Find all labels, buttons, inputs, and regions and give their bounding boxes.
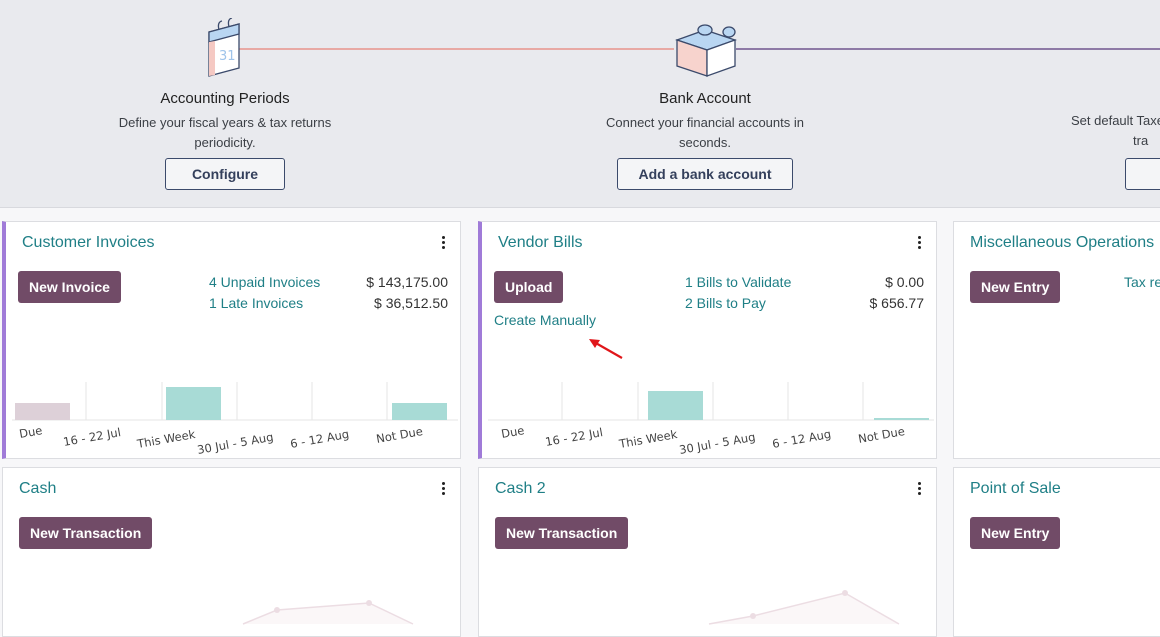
more-options-icon[interactable]	[918, 236, 922, 251]
puzzle-piece-icon	[675, 24, 737, 77]
bills-to-validate-link[interactable]: 1 Bills to Validate	[685, 274, 792, 290]
late-invoices-link[interactable]: 1 Late Invoices	[209, 295, 304, 311]
step-description: Connect your financial accounts in secon…	[585, 113, 825, 153]
misc-operations-card: Miscellaneous Operations New Entry Tax r…	[953, 221, 1160, 459]
more-options-icon[interactable]	[918, 482, 922, 497]
step-description-line: seconds.	[678, 135, 732, 150]
new-transaction-button[interactable]: New Transaction	[19, 517, 153, 549]
step-title: Accounting Periods	[160, 90, 290, 107]
bar-this-week	[648, 391, 703, 420]
balance-line-chart[interactable]	[479, 588, 937, 628]
x-tick-label: 16 - 22 Jul	[62, 425, 122, 449]
chart-point	[366, 600, 372, 606]
step-title: Bank Account	[659, 90, 751, 107]
progress-line	[736, 48, 1160, 50]
step-description-line: Define your fiscal years & tax returns	[118, 115, 332, 130]
step-description-line: periodicity.	[194, 135, 256, 150]
configure-button[interactable]: Configure	[165, 158, 285, 190]
tax-returns-link[interactable]: Tax ret	[1124, 274, 1160, 290]
card-title[interactable]: Cash 2	[495, 480, 546, 497]
step-description-line: tra	[1133, 133, 1149, 148]
step-description-line: Connect your financial accounts in	[605, 115, 804, 130]
cash-card: Cash New Transaction	[2, 467, 461, 637]
step-bank-account: Bank Account Connect your financial acco…	[585, 0, 825, 200]
more-options-icon[interactable]	[442, 482, 446, 497]
cash2-card: Cash 2 New Transaction	[478, 467, 937, 637]
x-tick-label: 16 - 22 Jul	[544, 425, 604, 449]
step-accounting-periods: 31 Accounting Periods Define your fiscal…	[105, 0, 345, 200]
calendar-icon: 31	[208, 18, 240, 77]
bills-to-pay-link[interactable]: 2 Bills to Pay	[685, 295, 766, 311]
x-tick-label: This Week	[617, 427, 679, 451]
bar-not-due	[874, 418, 929, 420]
x-tick-label: 30 Jul - 5 Aug	[678, 430, 756, 457]
new-entry-button[interactable]: New Entry	[970, 517, 1061, 549]
onboarding-banner: 31 Accounting Periods Define your fiscal…	[0, 0, 1160, 208]
step-description: Define your fiscal years & tax returns p…	[105, 113, 345, 153]
x-tick-label: Not Due	[375, 424, 424, 446]
card-title[interactable]: Miscellaneous Operations	[970, 234, 1155, 251]
x-tick-label: 30 Jul - 5 Aug	[196, 430, 274, 457]
x-tick-label: Due	[18, 423, 43, 441]
x-tick-label: 6 - 12 Aug	[771, 427, 832, 451]
x-tick-label: Not Due	[857, 424, 906, 446]
x-tick-label: Due	[500, 423, 525, 441]
bar-this-week	[166, 387, 221, 420]
create-manually-link[interactable]: Create Manually	[494, 312, 596, 328]
card-title[interactable]: Vendor Bills	[498, 234, 583, 251]
bills-to-validate-amount: $ 0.00	[885, 274, 924, 290]
bar-due	[15, 403, 70, 420]
unpaid-invoices-amount: $ 143,175.00	[366, 274, 448, 290]
svg-text:31: 31	[219, 49, 236, 64]
new-entry-button[interactable]: New Entry	[970, 271, 1061, 303]
vendor-bills-card: Vendor Bills Upload Create Manually 1 Bi…	[478, 221, 937, 459]
balance-line-chart[interactable]	[3, 588, 461, 628]
aging-bar-chart[interactable]: Due 16 - 22 Jul This Week 30 Jul - 5 Aug…	[488, 382, 934, 457]
upload-button[interactable]: Upload	[494, 271, 564, 303]
x-tick-label: 6 - 12 Aug	[289, 427, 350, 451]
point-of-sale-card: Point of Sale New Entry	[953, 467, 1160, 637]
step-description-line: Set default Taxes	[1071, 113, 1160, 128]
card-title[interactable]: Point of Sale	[970, 480, 1061, 497]
progress-line	[238, 48, 674, 50]
chart-point	[274, 607, 280, 613]
annotation-arrow-icon	[589, 339, 623, 359]
aging-bar-chart[interactable]: Due 16 - 22 Jul This Week 30 Jul - 5 Aug…	[12, 382, 458, 457]
chart-point	[750, 613, 756, 619]
card-title[interactable]: Customer Invoices	[22, 234, 155, 251]
card-title[interactable]: Cash	[19, 480, 57, 497]
unpaid-invoices-link[interactable]: 4 Unpaid Invoices	[209, 274, 321, 290]
new-invoice-button[interactable]: New Invoice	[18, 271, 121, 303]
x-tick-label: This Week	[135, 427, 197, 451]
set-taxes-button[interactable]	[1125, 158, 1160, 190]
bills-to-pay-amount: $ 656.77	[869, 295, 925, 311]
add-bank-account-button[interactable]: Add a bank account	[617, 158, 793, 190]
late-invoices-amount: $ 36,512.50	[374, 295, 448, 311]
chart-point	[842, 590, 848, 596]
more-options-icon[interactable]	[442, 236, 446, 251]
bar-not-due	[392, 403, 447, 420]
customer-invoices-card: Customer Invoices New Invoice 4 Unpaid I…	[2, 221, 461, 459]
new-transaction-button[interactable]: New Transaction	[495, 517, 629, 549]
